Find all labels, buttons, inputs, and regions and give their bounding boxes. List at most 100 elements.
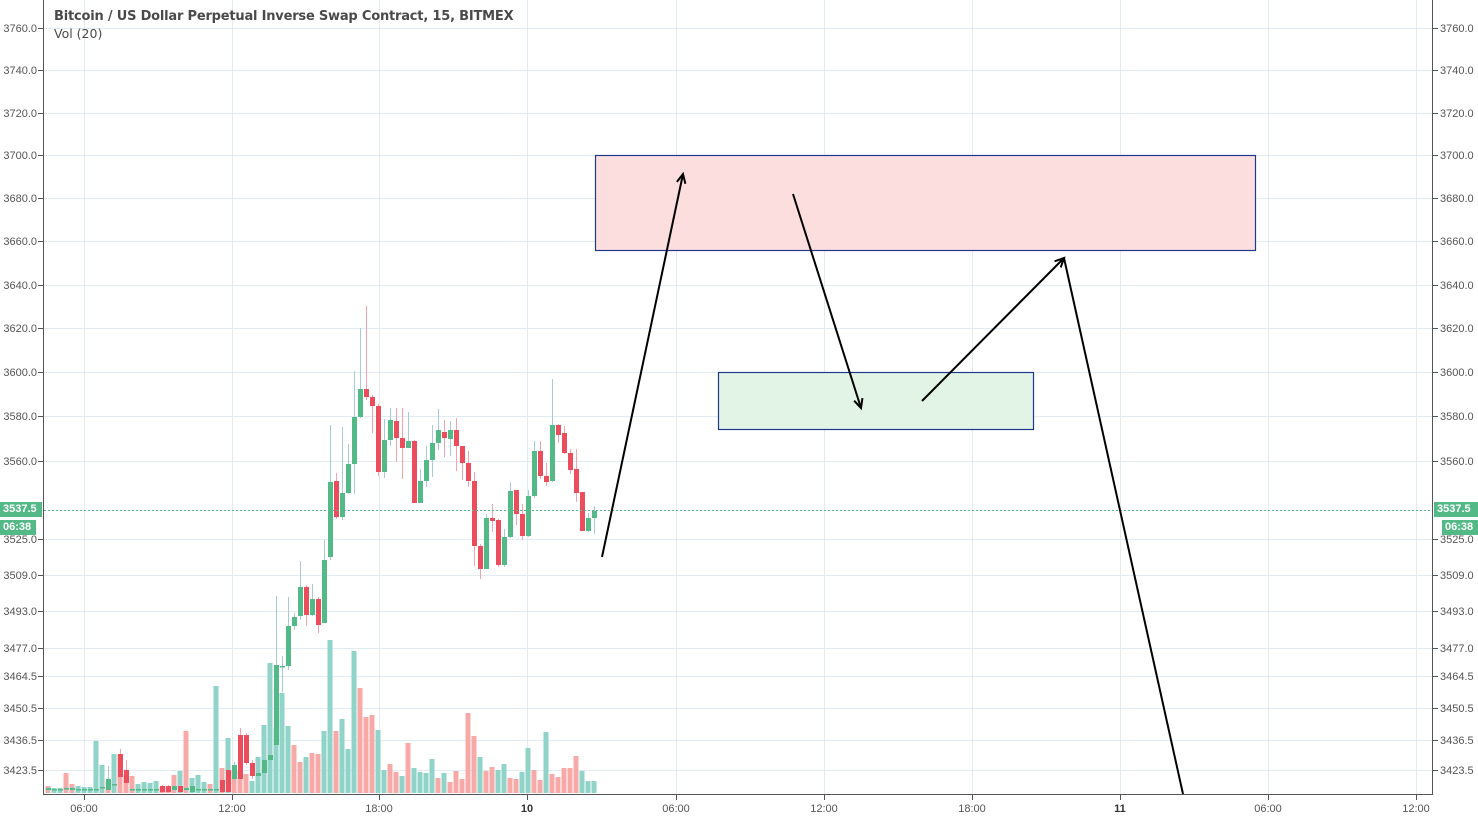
candle-body: [52, 789, 57, 791]
volume-bar: [573, 756, 579, 793]
y-tick-label: 3720.0: [1440, 108, 1474, 120]
volume-bar: [507, 778, 513, 793]
candle-body: [574, 469, 579, 493]
support-zone[interactable]: [717, 371, 1035, 431]
candle-body: [388, 420, 393, 440]
volume-bar: [531, 770, 537, 793]
drawing-arrows[interactable]: [601, 171, 1184, 795]
y-tick-label: 3660.0: [3, 236, 37, 248]
candle-body: [268, 755, 273, 760]
volume-indicator-label[interactable]: Vol (20): [54, 26, 103, 41]
candle-body: [298, 587, 303, 616]
candle-body: [118, 754, 123, 777]
x-tick-label: 18:00: [365, 803, 393, 815]
candle-body: [466, 463, 471, 481]
y-tick-label: 3760.0: [3, 23, 37, 35]
y-tick-label: 3509.0: [3, 570, 37, 582]
candle-body: [496, 520, 501, 565]
candle-body: [100, 787, 105, 789]
candle-body: [250, 763, 255, 776]
y-tick-label: 3600.0: [3, 367, 37, 379]
volume-bar: [195, 775, 201, 793]
volume-bar: [453, 771, 459, 793]
volume-bar: [369, 715, 375, 793]
volume-bar: [309, 753, 315, 793]
candle-body: [280, 666, 285, 668]
price-axis-right[interactable]: 3760.0 3740.0 3720.0 3700.0 3680.0 3660.0 3640…: [1433, 23, 1474, 777]
volume-bar: [525, 748, 531, 793]
y-tick-label: 3720.0: [3, 108, 37, 120]
candle-body: [556, 425, 561, 435]
countdown-tag-left: 06:38: [0, 520, 36, 535]
y-tick-label: 3640.0: [1440, 280, 1474, 292]
candle-body: [88, 789, 93, 791]
candle-body: [478, 546, 483, 569]
time-axis[interactable]: 06:00 12:00 18:00 10 06:00 12:00 18:00 11 06:00 1…: [70, 795, 1430, 815]
axes: [43, 0, 1433, 795]
x-tick-label: 06:00: [662, 803, 690, 815]
y-tick-label: 3464.5: [1440, 671, 1474, 683]
volume-bar: [285, 726, 291, 793]
arrowhead-icon: [676, 171, 687, 184]
volume-bar: [63, 773, 69, 793]
candle-body: [418, 481, 423, 503]
x-tick-label: 10: [521, 803, 533, 815]
candle-body: [76, 789, 81, 791]
candle-body: [364, 389, 369, 397]
volume-bar: [579, 771, 585, 793]
candle-body: [538, 451, 543, 476]
candle-body: [454, 430, 459, 446]
candle-body: [352, 417, 357, 464]
y-tick-label: 3760.0: [1440, 23, 1474, 35]
price-axis-left[interactable]: 3760.0 3740.0 3720.0 3700.0 3680.0 3660.0 3640…: [3, 23, 43, 777]
candle-body: [64, 788, 69, 790]
candle-body: [142, 789, 147, 791]
y-tick-label: 3700.0: [3, 150, 37, 162]
candle-body: [184, 788, 189, 790]
y-tick-label: 3525.0: [3, 534, 37, 546]
candle-body: [154, 789, 159, 791]
candle-body: [70, 788, 75, 790]
volume-bar: [327, 640, 333, 793]
volume-bar: [459, 779, 465, 793]
candle-body: [124, 770, 129, 783]
candle-body: [166, 786, 171, 792]
volume-bar: [93, 741, 99, 793]
candle-body: [136, 789, 141, 791]
drawing-zones[interactable]: [594, 154, 1257, 431]
volume-bar: [561, 768, 567, 793]
candle-body: [304, 587, 309, 615]
last-price-tag-right: 3537.5: [1434, 502, 1478, 517]
y-tick-label: 3680.0: [1440, 193, 1474, 205]
arrow-up-to-resistance[interactable]: [601, 173, 684, 558]
y-tick-label: 3436.5: [3, 735, 37, 747]
y-tick-label: 3509.0: [1440, 570, 1474, 582]
arrow-down-to-support[interactable]: [792, 193, 862, 409]
volume-bar: [471, 736, 477, 793]
y-tick-label: 3740.0: [3, 65, 37, 77]
y-tick-label: 3620.0: [3, 323, 37, 335]
candle-body: [430, 443, 435, 460]
volume-bar: [417, 772, 423, 793]
volume-bar: [381, 770, 387, 793]
arrow-up-to-resistance-2[interactable]: [921, 257, 1065, 402]
volume-bar: [555, 777, 561, 793]
y-tick-label: 3640.0: [3, 280, 37, 292]
candle-body: [94, 789, 99, 791]
resistance-zone[interactable]: [594, 154, 1257, 252]
volume-bar: [243, 774, 249, 793]
y-tick-label: 3620.0: [1440, 323, 1474, 335]
candle-body: [550, 425, 555, 481]
candle-body: [472, 481, 477, 546]
x-tick-label: 12:00: [810, 803, 838, 815]
line-down-breakdown[interactable]: [1063, 257, 1184, 795]
volume-bar: [273, 728, 279, 793]
candle-body: [502, 537, 507, 565]
volume-bar: [339, 719, 345, 793]
volume-bar: [303, 757, 309, 793]
candle-body: [376, 406, 381, 472]
volume-bar: [345, 749, 351, 793]
candle-body: [202, 789, 207, 791]
volume-bar: [423, 773, 429, 793]
